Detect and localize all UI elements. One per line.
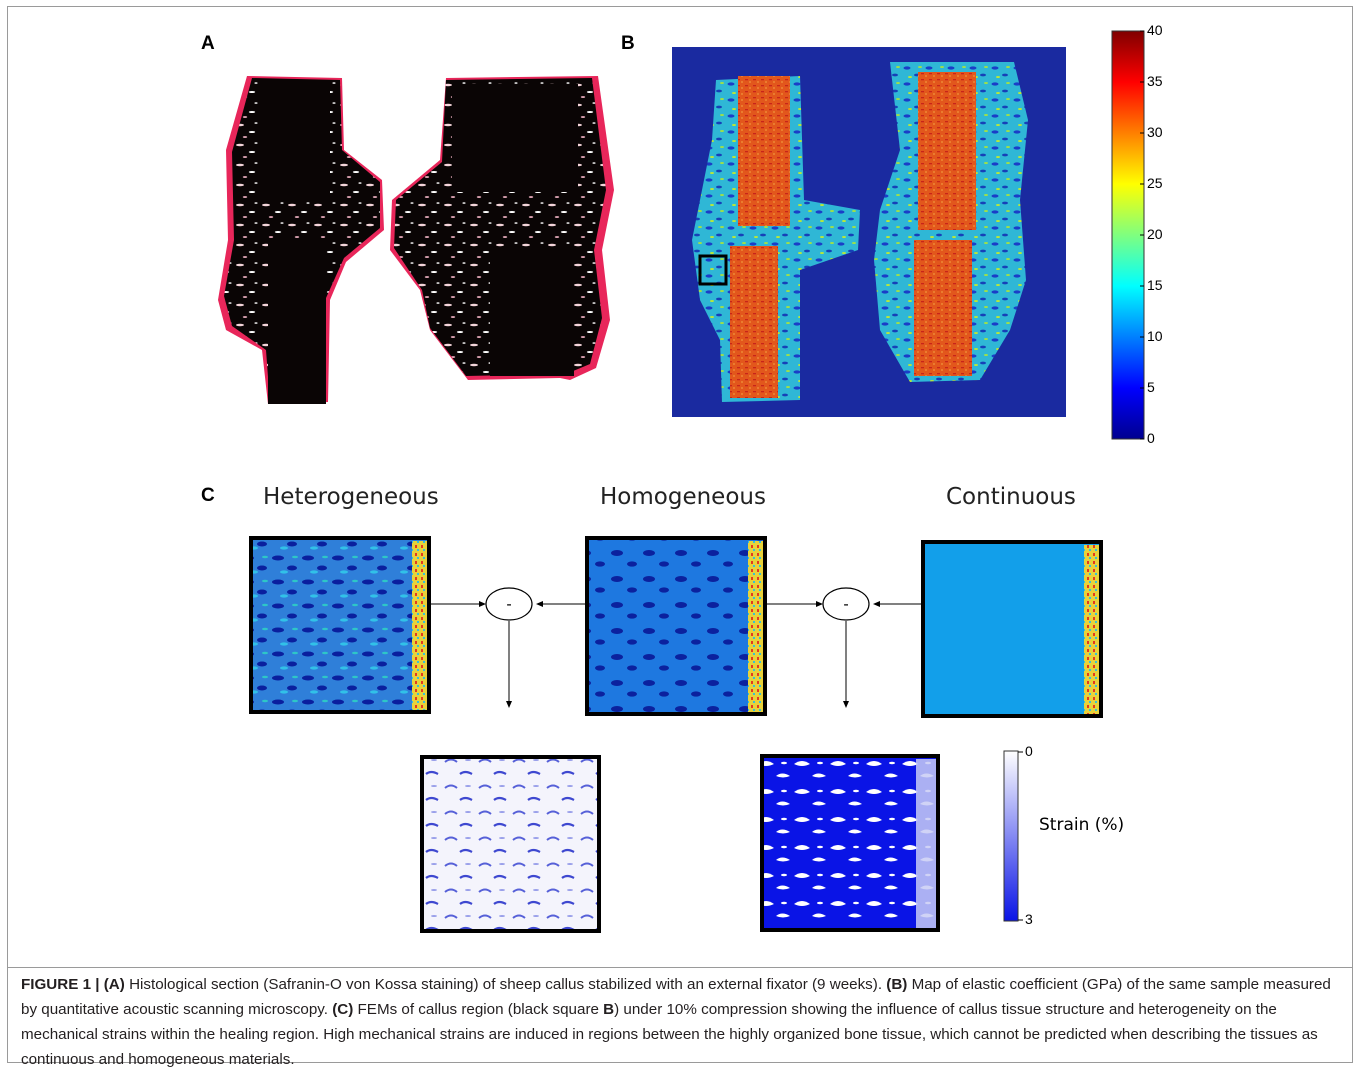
elastic-colorbar-tick-label: 15 [1147, 277, 1163, 293]
caption-c-text-2: ) under 10% compression showing the infl… [21, 1001, 1318, 1068]
elastic-colorbar-ticks [1140, 30, 1144, 440]
fem-continuous [921, 540, 1103, 718]
caption-figure-label: FIGURE 1 | [21, 976, 100, 993]
strain-bar-max-label: 3 [1025, 911, 1033, 927]
difference-operator-1 [430, 587, 585, 708]
fem-homogeneous [585, 536, 767, 716]
fem-heterogeneous [249, 536, 431, 714]
label-homogeneous: Homogeneous [600, 484, 766, 510]
caption-b-text: Map of elastic coefficient (GPa) of the … [21, 976, 1331, 1018]
operator-symbol-2: - [843, 596, 848, 613]
difference-operator-2 [766, 587, 921, 708]
figure-frame [7, 6, 1353, 1063]
panel-letter-b: B [621, 33, 635, 54]
label-continuous: Continuous [946, 484, 1076, 510]
panel-letter-c: C [201, 485, 215, 506]
strain-bar-min-label: 0 [1025, 743, 1033, 759]
caption-b-tag: (B) [886, 976, 908, 993]
caption-c-tag: (C) [332, 1001, 354, 1018]
caption-c-ref: B [603, 1001, 615, 1018]
elastic-colorbar-tick-label: 35 [1147, 73, 1163, 89]
elastic-colorbar-tick-label: 5 [1147, 379, 1155, 395]
strain-difference-1 [420, 755, 601, 933]
caption-divider [7, 967, 1353, 968]
histology-image [218, 76, 614, 404]
panel-letter-a: A [201, 33, 215, 54]
figure-caption: FIGURE 1 | (A) Histological section (Saf… [21, 972, 1341, 1072]
caption-a-tag: (A) [103, 976, 125, 993]
strain-bar-title: Strain (%) [1039, 815, 1125, 835]
elastic-colorbar-tick-label: 20 [1147, 226, 1163, 242]
strain-difference-2 [760, 754, 940, 932]
elastic-colorbar [1111, 30, 1145, 440]
elastic-colorbar-tick-label: 10 [1147, 328, 1163, 344]
caption-a-text: Histological section (Safranin-O von Kos… [124, 976, 887, 993]
caption-c-text-1: FEMs of callus region (black square [353, 1001, 604, 1018]
elastic-colorbar-tick-label: 30 [1147, 124, 1163, 140]
elastic-colorbar-tick-label: 0 [1147, 430, 1155, 446]
elastic-map [672, 47, 1066, 417]
callus-region-marker [698, 254, 728, 286]
elastic-colorbar-tick-label: 25 [1147, 175, 1163, 191]
strain-colorbar [1003, 750, 1023, 922]
label-heterogeneous: Heterogeneous [263, 484, 439, 510]
elastic-colorbar-tick-label: 40 [1147, 22, 1163, 38]
operator-symbol-1: - [506, 596, 511, 613]
